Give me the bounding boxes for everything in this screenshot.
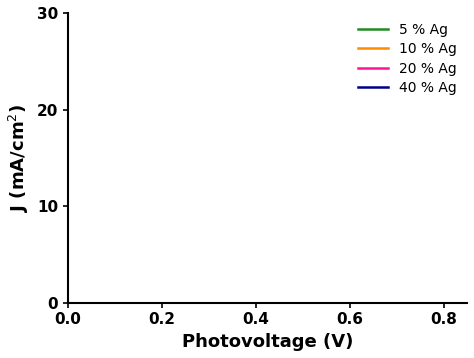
20 % Ag (399, 301, 405, 305)
20 % Ag (65, 301, 71, 305)
10 % Ag (386, 301, 392, 305)
5 % Ag (276, 301, 282, 305)
Legend: 5 % Ag, 10 % Ag, 20 % Ag, 40 % Ag: 5 % Ag, 10 % Ag, 20 % Ag, 40 % Ag (352, 17, 463, 101)
40 % Ag (266, 301, 272, 305)
Y-axis label: J (mA/cm$^2$): J (mA/cm$^2$) (7, 104, 31, 212)
40 % Ag (265, 301, 271, 305)
5 % Ag (282, 301, 288, 305)
10 % Ag (276, 301, 282, 305)
5 % Ag (364, 301, 370, 305)
5 % Ag (275, 301, 281, 305)
10 % Ag (66, 301, 72, 305)
10 % Ag (282, 301, 288, 305)
20 % Ag (291, 301, 296, 305)
20 % Ag (66, 301, 72, 305)
40 % Ag (65, 301, 71, 305)
5 % Ag (66, 301, 72, 305)
40 % Ag (66, 301, 72, 305)
40 % Ag (403, 301, 409, 305)
5 % Ag (65, 301, 71, 305)
5 % Ag (419, 301, 425, 305)
5 % Ag (386, 301, 392, 305)
20 % Ag (283, 301, 289, 305)
20 % Ag (376, 301, 382, 305)
10 % Ag (419, 301, 425, 305)
20 % Ag (284, 301, 290, 305)
20 % Ag (434, 301, 439, 305)
40 % Ag (372, 301, 377, 305)
10 % Ag (275, 301, 281, 305)
10 % Ag (65, 301, 71, 305)
X-axis label: Photovoltage (V): Photovoltage (V) (182, 333, 353, 351)
40 % Ag (350, 301, 356, 305)
10 % Ag (364, 301, 370, 305)
40 % Ag (272, 301, 278, 305)
